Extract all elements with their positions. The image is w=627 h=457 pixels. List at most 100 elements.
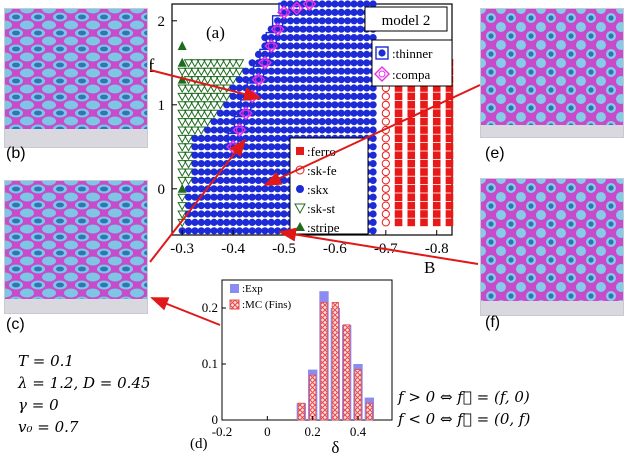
- skx-marker: [216, 109, 224, 117]
- skx-marker: [324, 50, 333, 59]
- skx-marker: [286, 84, 294, 92]
- skx-marker: [324, 76, 333, 84]
- skx-marker: [363, 67, 371, 75]
- ferro-marker: [394, 126, 403, 134]
- skx-marker: [363, 42, 371, 50]
- skx-marker: [216, 134, 224, 142]
- skx-marker: [274, 160, 282, 168]
- skx-marker: [235, 202, 244, 210]
- skx-marker: [293, 126, 301, 134]
- skx-marker: [261, 92, 269, 100]
- skx-marker: [229, 168, 237, 176]
- skx-marker: [184, 202, 193, 210]
- skx-marker: [299, 59, 307, 67]
- skx-marker: [280, 185, 288, 193]
- snapshot-b-image: [4, 8, 148, 148]
- skx-marker: [242, 176, 250, 184]
- ferro-marker: [432, 176, 441, 185]
- compa-inner-marker: [280, 8, 288, 16]
- skx-marker: [356, 8, 364, 16]
- sk-st-marker: [183, 101, 194, 110]
- ferro-marker: [394, 176, 403, 185]
- skx-marker: [344, 118, 352, 126]
- skx-marker: [350, 109, 358, 117]
- skx-marker: [350, 92, 358, 100]
- skx-marker: [229, 202, 237, 210]
- phase-diagram-chart: -0.3 -0.4 -0.5 -0.6 -0.7 -0.8 0 1 2 Bf (a) model 2:…: [150, 0, 454, 275]
- skx-marker: [235, 227, 244, 235]
- skx-marker: [191, 218, 199, 226]
- compa-marker: [238, 106, 253, 121]
- hist-frame: [221, 279, 393, 421]
- skx-marker: [318, 0, 326, 8]
- skx-marker: [356, 17, 364, 25]
- skx-marker: [337, 59, 345, 67]
- skx-marker: [356, 50, 364, 59]
- skx-marker: [267, 176, 275, 184]
- sk-st-marker: [190, 101, 200, 110]
- skx-marker: [337, 76, 345, 84]
- skx-marker: [286, 109, 294, 117]
- skx-marker: [248, 67, 256, 75]
- ferro-marker: [407, 201, 416, 210]
- ferro-marker: [407, 109, 416, 117]
- skx-marker: [184, 218, 193, 226]
- ferro-marker: [432, 193, 441, 201]
- skx-marker: [197, 160, 205, 168]
- skx-marker: [242, 210, 250, 218]
- skx-marker: [318, 126, 326, 134]
- skx-marker: [312, 25, 320, 33]
- skx-marker: [210, 185, 218, 193]
- skx-marker: [274, 227, 282, 235]
- skx-marker: [305, 0, 314, 8]
- skx-marker: [280, 59, 288, 67]
- skx-marker: [242, 143, 250, 151]
- skx-marker: [261, 109, 269, 117]
- skx-marker: [261, 185, 269, 193]
- skx-marker: [369, 185, 377, 193]
- skx-marker: [337, 118, 345, 126]
- sk-st-marker: [209, 59, 219, 68]
- skx-marker: [235, 84, 244, 92]
- compa-marker: [257, 55, 272, 70]
- legend-mc-swatch: [229, 299, 240, 310]
- skx-marker: [299, 118, 307, 126]
- skx-marker: [274, 50, 282, 59]
- compa-marker: [302, 0, 317, 11]
- skx-marker: [216, 160, 224, 168]
- ferro-marker: [420, 109, 428, 117]
- skx-marker: [274, 210, 282, 218]
- skx-marker: [229, 160, 237, 168]
- skx-marker: [267, 151, 275, 159]
- sk-st-marker: [196, 59, 207, 68]
- skx-marker: [274, 92, 282, 100]
- skx-marker: [369, 126, 377, 134]
- skx-marker: [312, 76, 320, 84]
- skx-marker: [312, 59, 320, 67]
- sk-st-marker: [177, 126, 188, 136]
- skx-marker: [229, 210, 237, 218]
- skx-marker: [204, 134, 212, 142]
- skx-marker: [242, 202, 250, 210]
- skx-marker: [299, 101, 307, 109]
- skx-marker: [254, 134, 263, 142]
- legend-right-label: :compa: [392, 67, 430, 82]
- skx-marker: [216, 126, 224, 134]
- skx-marker: [324, 118, 333, 126]
- skx-marker: [280, 202, 288, 210]
- skx-marker: [331, 101, 339, 109]
- compa-inner-marker: [305, 0, 313, 8]
- skx-marker: [369, 34, 377, 42]
- skx-marker: [324, 8, 333, 16]
- parameters-block: T = 0.1 λ = 1.2, D = 0.45 γ = 0 v₀ = 0.7: [18, 350, 151, 438]
- skx-marker: [248, 193, 256, 201]
- ferro-marker: [445, 201, 454, 210]
- ferro-marker: [432, 92, 441, 101]
- skx-marker: [369, 151, 377, 159]
- ferro-marker: [394, 218, 403, 227]
- skx-marker: [261, 176, 269, 184]
- skx-marker: [210, 134, 218, 142]
- ferro-marker: [407, 210, 416, 218]
- skx-marker: [267, 84, 275, 92]
- ferro-marker: [445, 134, 454, 143]
